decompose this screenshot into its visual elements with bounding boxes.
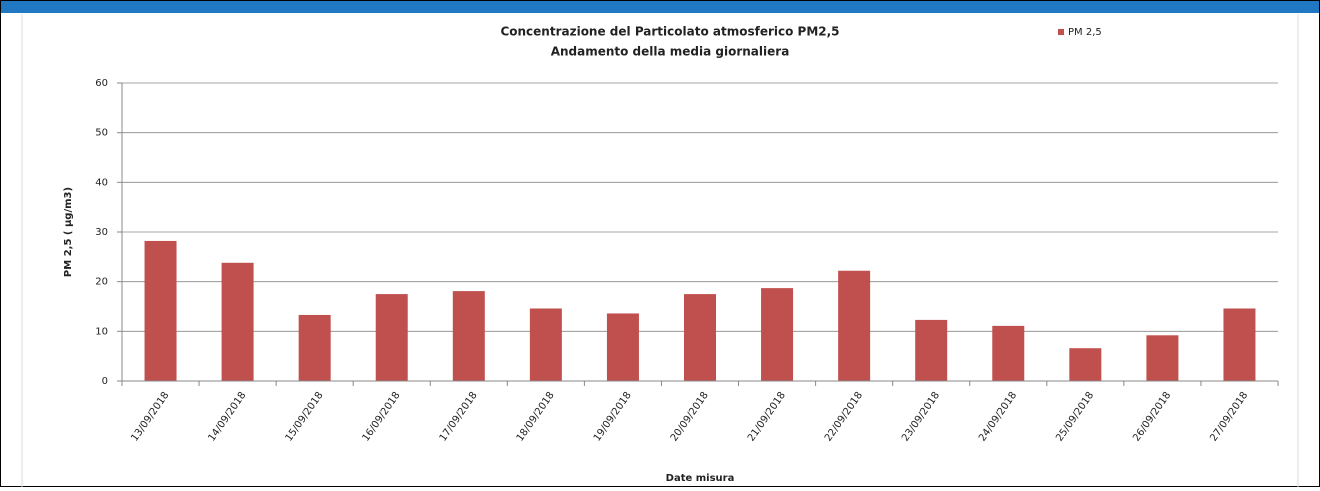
y-axis-label: PM 2,5 ( µg/m3): [63, 187, 74, 277]
chart-subtitle: Andamento della media giornaliera: [551, 45, 790, 59]
y-tick-label: 30: [95, 227, 108, 238]
y-tick-label: 60: [95, 78, 108, 89]
bar: [452, 291, 485, 381]
chart-title: Concentrazione del Particolato atmosferi…: [500, 25, 839, 39]
header-bar: [1, 1, 1319, 13]
bar: [606, 313, 639, 381]
legend-label: PM 2,5: [1068, 27, 1102, 38]
bar: [1223, 308, 1256, 381]
y-tick-label: 40: [95, 177, 108, 188]
bar: [684, 294, 716, 381]
bar: [761, 288, 794, 381]
legend-swatch: [1058, 29, 1064, 35]
bar: [298, 314, 331, 381]
bar: [992, 325, 1025, 381]
bar: [221, 262, 254, 381]
bar: [1069, 348, 1102, 381]
x-axis-label: Date misura: [666, 473, 735, 484]
y-tick-label: 50: [95, 128, 108, 139]
y-tick-label: 10: [95, 326, 108, 337]
y-tick-label: 0: [102, 376, 108, 387]
bar: [838, 270, 871, 381]
bar: [144, 240, 177, 381]
bar: [1146, 335, 1179, 381]
bar: [529, 308, 562, 381]
y-tick-label: 20: [95, 277, 108, 288]
bar: [375, 294, 408, 381]
bar: [915, 319, 948, 381]
